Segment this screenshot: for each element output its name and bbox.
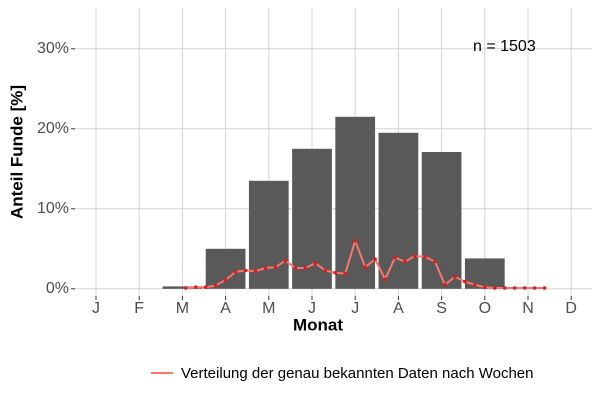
weekly-point	[253, 269, 258, 274]
weekly-point	[443, 283, 447, 287]
weekly-point	[502, 286, 507, 290]
y-tick-label: 0%	[46, 280, 69, 297]
weekly-point	[463, 279, 467, 284]
x-tick-label: F	[134, 300, 144, 317]
bar	[335, 116, 376, 289]
weekly-point	[403, 259, 407, 264]
x-axis-title: Monat	[293, 315, 343, 334]
x-tick-label: J	[92, 300, 100, 317]
weekly-point	[373, 257, 377, 262]
bar	[421, 152, 462, 289]
weekly-point	[183, 286, 188, 290]
weekly-point	[542, 286, 547, 290]
weekly-point	[323, 268, 328, 273]
x-tick-label: J	[308, 300, 316, 317]
weekly-point	[213, 283, 218, 288]
weekly-point	[522, 286, 527, 290]
weekly-point	[243, 268, 248, 273]
weekly-point	[293, 266, 298, 270]
weekly-point	[383, 277, 387, 282]
y-axis-title: Anteil Funde [%]	[7, 85, 26, 219]
x-tick-label: A	[393, 300, 404, 317]
bar	[205, 248, 246, 289]
weekly-point	[353, 239, 358, 243]
x-tick-label: M	[262, 300, 275, 317]
y-tick-label: 30%	[37, 40, 69, 57]
weekly-point	[532, 286, 537, 290]
weekly-point	[473, 283, 477, 287]
x-tick-label: N	[522, 300, 534, 317]
weekly-point	[203, 285, 208, 290]
x-tick-label: M	[176, 300, 189, 317]
weekly-point	[363, 265, 367, 270]
x-tick-label: S	[436, 300, 447, 317]
x-tick-label: D	[565, 300, 577, 317]
weekly-point	[393, 255, 397, 260]
annotation: n = 1503	[473, 38, 536, 55]
weekly-point	[343, 271, 348, 276]
weekly-point	[193, 285, 198, 290]
weekly-point	[512, 286, 517, 290]
weekly-point	[433, 259, 437, 264]
weekly-point	[333, 271, 338, 275]
weekly-point	[283, 259, 288, 263]
y-tick-label: 20%	[37, 120, 69, 137]
weekly-point	[492, 286, 497, 290]
weekly-point	[263, 266, 268, 270]
weekly-point	[303, 266, 308, 270]
bar	[378, 132, 419, 289]
weekly-point	[273, 265, 278, 270]
x-tick-label: J	[351, 300, 359, 317]
bar	[162, 286, 203, 289]
x-tick-label: O	[479, 300, 491, 317]
weekly-point	[413, 254, 417, 258]
y-tick-label: 10%	[37, 200, 69, 217]
weekly-point	[423, 254, 427, 259]
legend-label: Verteilung der genau bekannten Daten nac…	[181, 365, 534, 382]
weekly-point	[453, 275, 457, 279]
weekly-point	[313, 261, 318, 266]
weekly-point	[233, 270, 238, 274]
weekly-point	[483, 285, 487, 290]
x-tick-label: A	[220, 300, 231, 317]
weekly-point	[223, 278, 228, 282]
